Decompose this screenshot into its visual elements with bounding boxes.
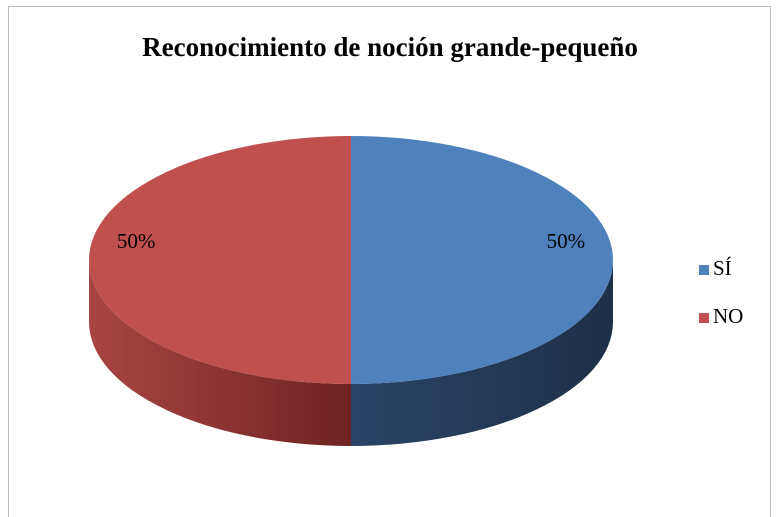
pie-slice [351, 136, 613, 384]
pie-side [351, 260, 613, 446]
legend-swatch [699, 265, 709, 275]
legend-label: NO [713, 304, 743, 328]
pie-side [89, 260, 351, 446]
legend-swatch [699, 313, 709, 323]
chart-title: Reconocimiento de noción grande-pequeño [142, 32, 638, 62]
data-label: 50% [117, 229, 156, 253]
pie-slice [89, 136, 351, 384]
legend-label: SÍ [713, 256, 732, 280]
data-label: 50% [547, 229, 586, 253]
